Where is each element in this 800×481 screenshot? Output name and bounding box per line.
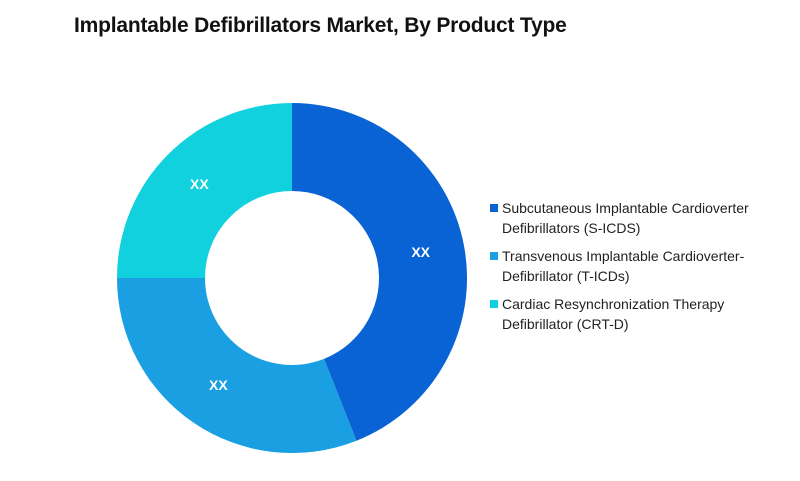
slice-label-t-icds: XX — [209, 377, 228, 393]
legend-item-t-icds: Transvenous Implantable Cardioverter-Def… — [490, 246, 795, 286]
legend-label-t-icds: Transvenous Implantable Cardioverter-Def… — [502, 248, 745, 284]
donut-slice-crt-d — [117, 103, 292, 278]
legend-swatch-s-icds — [490, 204, 498, 212]
donut-slice-s-icds — [292, 103, 467, 441]
slices-group — [117, 103, 467, 453]
chart-title: Implantable Defibrillators Market, By Pr… — [74, 14, 567, 37]
legend-label-s-icds: Subcutaneous Implantable Cardioverter De… — [502, 200, 749, 236]
legend-label-crt-d: Cardiac Resynchronization Therapy Defibr… — [502, 296, 725, 332]
legend-swatch-crt-d — [490, 300, 498, 308]
slice-label-crt-d: XX — [190, 176, 209, 192]
legend-item-crt-d: Cardiac Resynchronization Therapy Defibr… — [490, 294, 795, 334]
legend-item-s-icds: Subcutaneous Implantable Cardioverter De… — [490, 198, 795, 238]
legend: Subcutaneous Implantable Cardioverter De… — [490, 198, 795, 342]
donut-slice-t-icds — [117, 278, 357, 453]
legend-swatch-t-icds — [490, 252, 498, 260]
slice-label-s-icds: XX — [411, 244, 430, 260]
slice-labels-group: XX XX XX — [190, 176, 431, 393]
